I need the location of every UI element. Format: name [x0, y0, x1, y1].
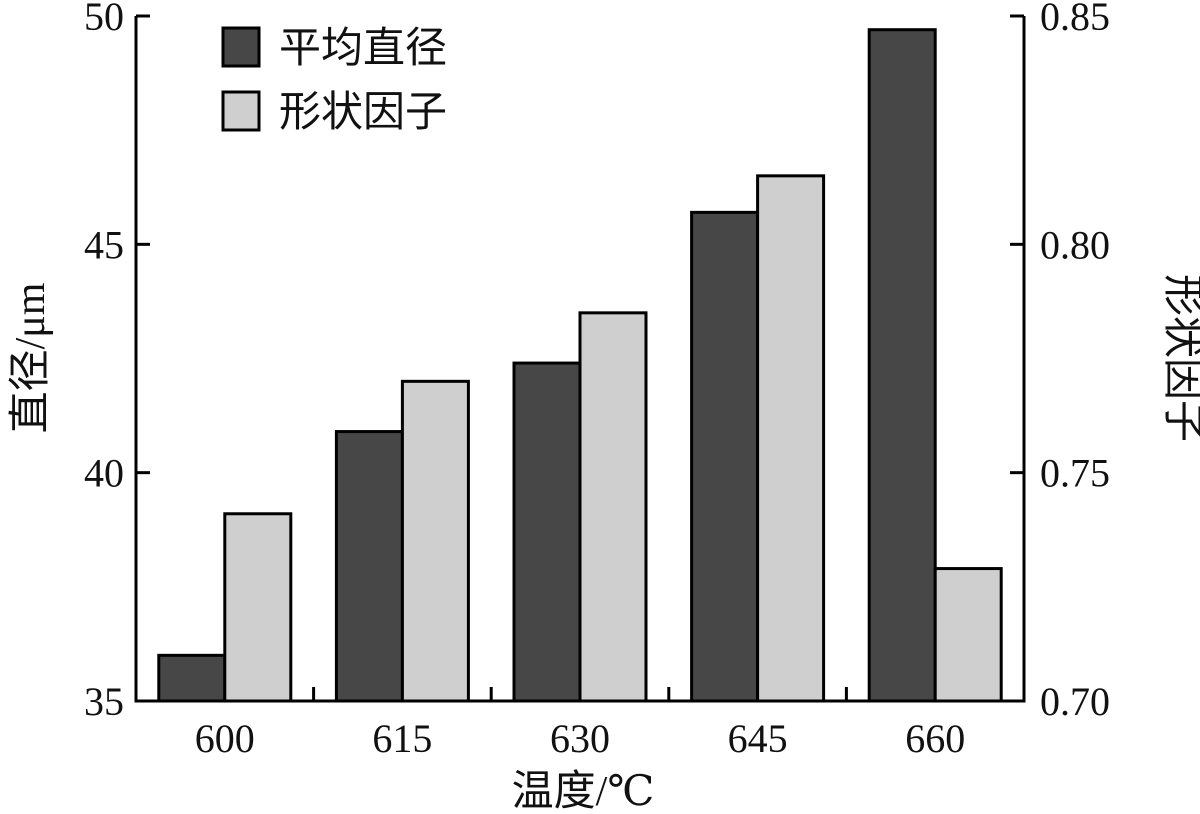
bar-shape-factor-660 — [933, 567, 1003, 703]
bar-shape-factor-600 — [223, 512, 293, 703]
bars-layer — [157, 28, 1003, 703]
ticks-layer: 35 40 45 50 0.70 0.75 0.80 0.85 600 615 630 645 660 — [84, 0, 1110, 761]
left-y-tick-label: 45 — [84, 222, 124, 267]
axes-layer — [134, 16, 1026, 703]
bar-shape-factor-615 — [400, 379, 470, 703]
x-tick-label: 600 — [195, 716, 255, 761]
x-tick-label: 630 — [550, 716, 610, 761]
bar-shape-factor-630 — [578, 311, 648, 703]
x-tick-label: 615 — [372, 716, 432, 761]
x-tick-label: 645 — [728, 716, 788, 761]
right-y-tick-label: 0.75 — [1040, 451, 1110, 496]
left-y-tick-label: 35 — [84, 679, 124, 724]
x-tick-label: 660 — [905, 716, 965, 761]
right-y-tick-label: 0.80 — [1040, 222, 1110, 267]
legend-swatch-mean-diameter — [221, 26, 261, 68]
left-y-tick-label: 40 — [84, 451, 124, 496]
left-y-axis-title: 直径/μm — [8, 282, 54, 433]
bar-mean-diameter-660 — [867, 28, 937, 703]
bar-mean-diameter-600 — [157, 653, 227, 703]
x-axis-title: 温度/℃ — [512, 769, 655, 814]
right-y-axis-title: 形状因子 — [1159, 274, 1200, 442]
legend: 平均直径 形状因子 — [221, 26, 447, 136]
bar-shape-factor-645 — [756, 174, 826, 703]
right-y-tick-label: 0.85 — [1040, 0, 1110, 39]
legend-label-mean-diameter: 平均直径 — [279, 26, 447, 72]
right-y-tick-label: 0.70 — [1040, 679, 1110, 724]
legend-label-shape-factor: 形状因子 — [279, 90, 447, 136]
bar-mean-diameter-645 — [690, 210, 760, 703]
bar-mean-diameter-615 — [334, 430, 404, 703]
bar-mean-diameter-630 — [512, 361, 582, 703]
legend-swatch-shape-factor — [221, 90, 261, 132]
left-y-tick-label: 50 — [84, 0, 124, 39]
